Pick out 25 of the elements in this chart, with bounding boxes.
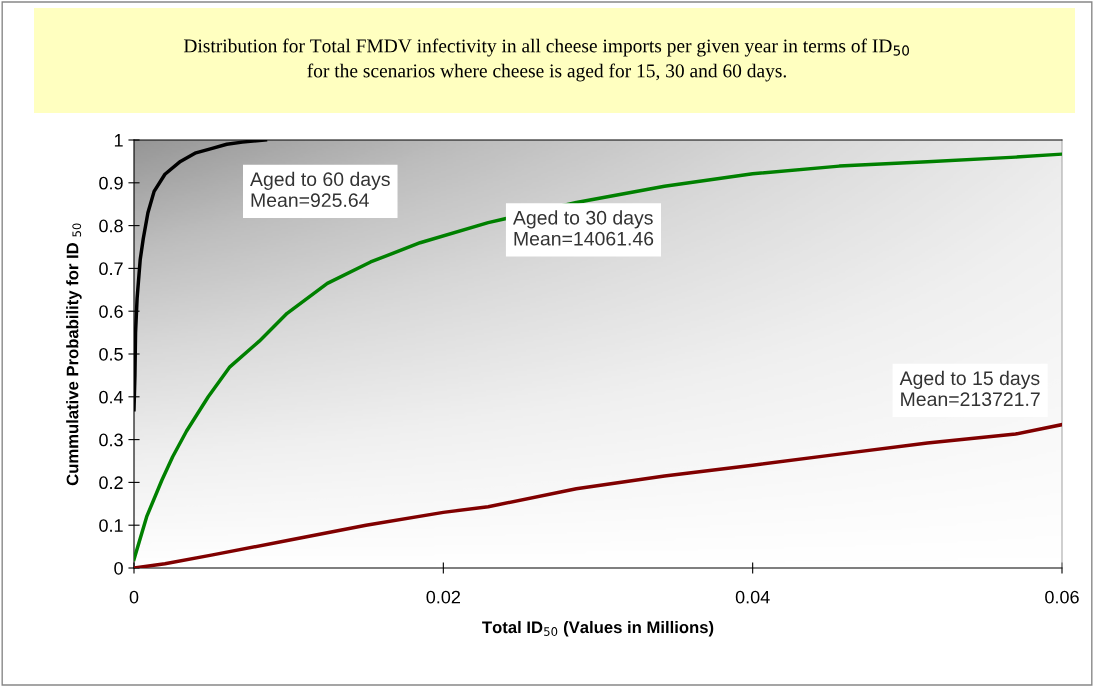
y-tick-label: 0.2: [99, 476, 123, 490]
x-tick-label: 0: [129, 590, 139, 604]
y-tick-label: 0.8: [99, 219, 123, 233]
y-tick-label: 0.3: [99, 433, 123, 447]
x-axis-title: Total ID$_{50}$ (Values in Millions): [482, 620, 714, 637]
y-tick-label: 0: [114, 561, 123, 575]
y-tick-label: 0.9: [99, 176, 123, 190]
y-axis-title: Cummulative Probability for ID $_{50}$: [66, 223, 82, 486]
annotation: Mean=213721.7: [901, 392, 1040, 407]
x-tick-label: 0.02: [426, 590, 460, 604]
line-series: [134, 152, 1062, 562]
x-tick-label: 0.06: [1045, 590, 1079, 604]
y-tick-label: 0.4: [99, 390, 124, 404]
text: Aged to 15 days: [899, 370, 1040, 389]
x-tick-label: 0.04: [735, 590, 770, 604]
annotation: Mean=14061.46: [514, 231, 654, 246]
annotation: Mean=925.64: [251, 193, 369, 208]
y-tick-label: 0.1: [99, 519, 123, 532]
y-tick-label: 1: [114, 134, 123, 147]
chart-title: Distribution for Total FMDV infectivity in all cheese imports per given year in terms of ID$_{50}$ for the scenarios where cheese is aged for 15, 30 and 60 days.: [183, 38, 910, 82]
series-label: Aged to 60 days: [250, 171, 390, 190]
y-tick-label: 0.6: [99, 305, 123, 318]
y-tick-label: 0.7: [99, 262, 123, 276]
series-label: Aged to 30 days: [512, 210, 653, 229]
y-tick-label: 0.5: [99, 347, 123, 361]
